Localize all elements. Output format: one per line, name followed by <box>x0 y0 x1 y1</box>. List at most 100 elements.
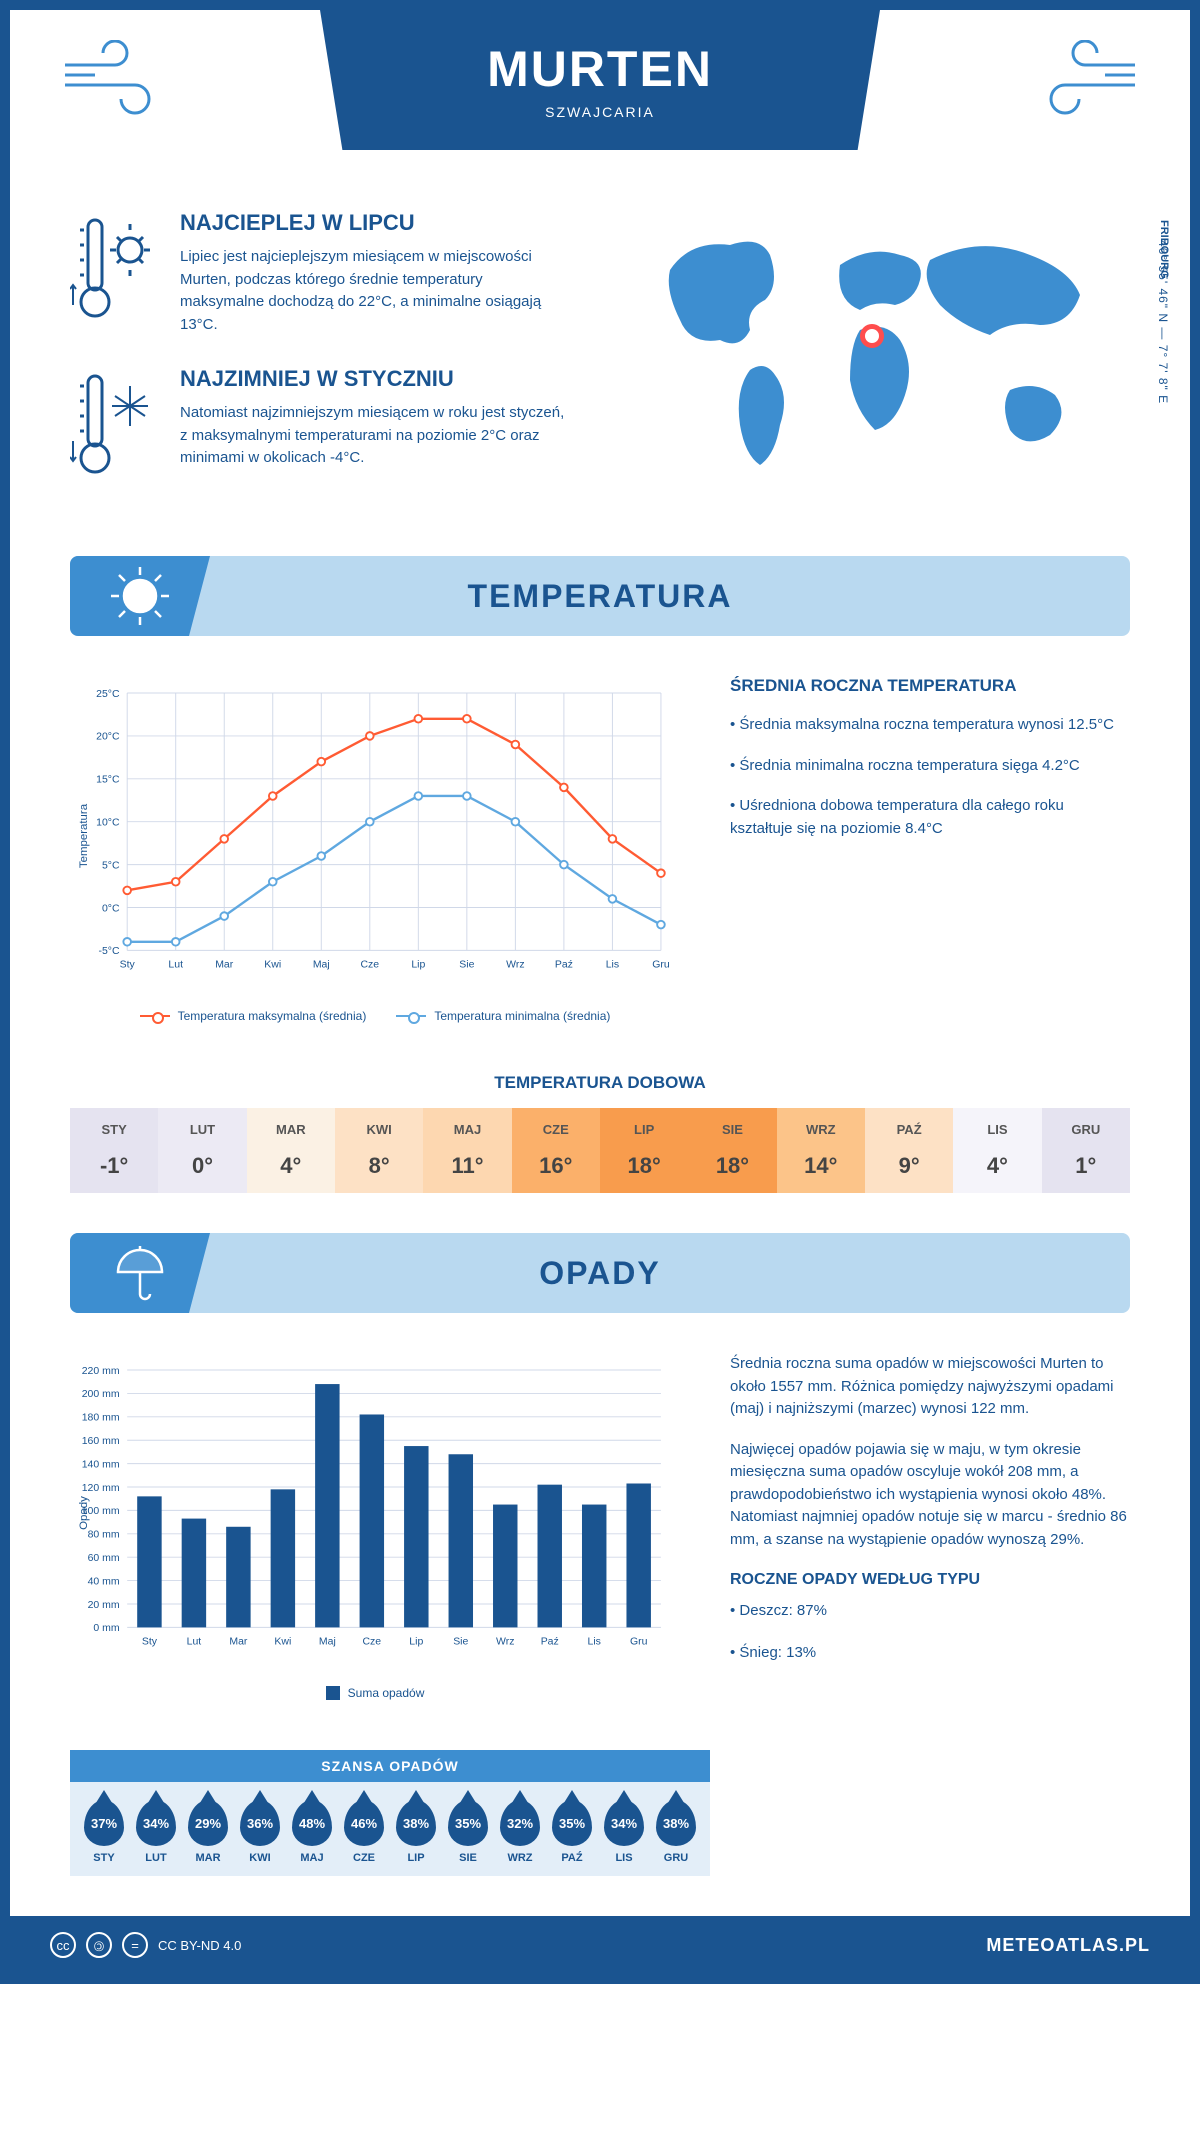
precip-type-rain: • Deszcz: 87% <box>730 1599 1130 1623</box>
svg-text:10°C: 10°C <box>96 818 120 829</box>
sun-icon <box>70 556 210 636</box>
svg-text:Mar: Mar <box>215 960 234 971</box>
map-marker-icon <box>860 324 884 348</box>
by-icon: 🄯 <box>86 1932 112 1958</box>
svg-text:80 mm: 80 mm <box>88 1530 120 1541</box>
daily-month: GRU <box>1042 1122 1130 1137</box>
daily-temp-table: STY -1° LUT 0° MAR 4° KWI 8° MAJ 11° CZE… <box>70 1108 1130 1193</box>
precip-type-snow: • Śnieg: 13% <box>730 1641 1130 1665</box>
temp-info-1: • Średnia maksymalna roczna temperatura … <box>730 714 1130 737</box>
raindrop-icon: 48% <box>292 1800 332 1846</box>
svg-text:Mar: Mar <box>229 1637 248 1648</box>
drop-month: LIP <box>390 1852 442 1864</box>
drop-cell: 35% SIE <box>442 1800 494 1864</box>
svg-text:Lut: Lut <box>168 960 183 971</box>
drop-value: 48% <box>299 1816 325 1831</box>
temp-info-3: • Uśredniona dobowa temperatura dla całe… <box>730 795 1130 840</box>
temp-info-title: ŚREDNIA ROCZNA TEMPERATURA <box>730 676 1130 696</box>
svg-text:Paź: Paź <box>555 960 573 971</box>
daily-value: 9° <box>865 1153 953 1179</box>
drop-cell: 38% GRU <box>650 1800 702 1864</box>
temperature-line-chart: -5°C0°C5°C10°C15°C20°C25°CStyLutMarKwiMa… <box>70 676 680 996</box>
daily-value: 14° <box>777 1153 865 1179</box>
svg-text:Gru: Gru <box>630 1637 648 1648</box>
chance-title: SZANSA OPADÓW <box>70 1750 710 1782</box>
svg-text:40 mm: 40 mm <box>88 1576 120 1587</box>
raindrop-icon: 46% <box>344 1800 384 1846</box>
daily-value: 0° <box>158 1153 246 1179</box>
precip-legend: Suma opadów <box>70 1686 680 1700</box>
svg-text:0 mm: 0 mm <box>93 1623 119 1634</box>
svg-text:Gru: Gru <box>652 960 670 971</box>
temperature-section-header: TEMPERATURA <box>70 556 1130 636</box>
drop-cell: 37% STY <box>78 1800 130 1864</box>
daily-cell: SIE 18° <box>688 1108 776 1193</box>
drop-value: 35% <box>455 1816 481 1831</box>
daily-value: 11° <box>423 1153 511 1179</box>
svg-text:Cze: Cze <box>363 1637 382 1648</box>
drop-month: WRZ <box>494 1852 546 1864</box>
daily-value: 16° <box>512 1153 600 1179</box>
daily-value: -1° <box>70 1153 158 1179</box>
drop-value: 36% <box>247 1816 273 1831</box>
svg-text:Kwi: Kwi <box>274 1637 291 1648</box>
legend-max: Temperatura maksymalna (średnia) <box>178 1009 367 1023</box>
daily-month: SIE <box>688 1122 776 1137</box>
svg-text:Opady: Opady <box>78 1496 90 1530</box>
svg-text:140 mm: 140 mm <box>82 1459 120 1470</box>
svg-text:Maj: Maj <box>313 960 330 971</box>
site-name: METEOATLAS.PL <box>986 1935 1150 1956</box>
svg-text:Sie: Sie <box>459 960 474 971</box>
wind-icon <box>1030 40 1140 133</box>
raindrop-icon: 34% <box>604 1800 644 1846</box>
daily-value: 18° <box>688 1153 776 1179</box>
drop-cell: 35% PAŹ <box>546 1800 598 1864</box>
daily-value: 8° <box>335 1153 423 1179</box>
daily-month: LIP <box>600 1122 688 1137</box>
daily-cell: LIS 4° <box>953 1108 1041 1193</box>
daily-temp-title: TEMPERATURA DOBOWA <box>10 1073 1190 1093</box>
daily-month: PAŹ <box>865 1122 953 1137</box>
drop-cell: 32% WRZ <box>494 1800 546 1864</box>
drop-cell: 38% LIP <box>390 1800 442 1864</box>
daily-cell: LUT 0° <box>158 1108 246 1193</box>
page-subtitle: SZWAJCARIA <box>545 104 655 120</box>
drop-month: PAŹ <box>546 1852 598 1864</box>
daily-cell: LIP 18° <box>600 1108 688 1193</box>
raindrop-icon: 37% <box>84 1800 124 1846</box>
svg-text:20 mm: 20 mm <box>88 1600 120 1611</box>
precip-section-header: OPADY <box>70 1233 1130 1313</box>
legend-precip: Suma opadów <box>348 1686 425 1700</box>
title-banner: MURTEN SZWAJCARIA <box>320 10 880 150</box>
precip-title: OPADY <box>210 1255 1130 1292</box>
daily-cell: WRZ 14° <box>777 1108 865 1193</box>
drop-month: MAJ <box>286 1852 338 1864</box>
drop-cell: 46% CZE <box>338 1800 390 1864</box>
daily-cell: STY -1° <box>70 1108 158 1193</box>
cold-title: NAJZIMNIEJ W STYCZNIU <box>180 366 570 392</box>
svg-text:Lip: Lip <box>411 960 425 971</box>
thermometer-cold-icon <box>70 366 160 486</box>
daily-month: LIS <box>953 1122 1041 1137</box>
precip-type-title: ROCZNE OPADY WEDŁUG TYPU <box>730 1571 1130 1589</box>
svg-text:0°C: 0°C <box>102 903 120 914</box>
footer: cc 🄯 = CC BY-ND 4.0 METEOATLAS.PL <box>10 1916 1190 1974</box>
drop-month: CZE <box>338 1852 390 1864</box>
thermometer-hot-icon <box>70 210 160 330</box>
drop-cell: 48% MAJ <box>286 1800 338 1864</box>
drop-month: SIE <box>442 1852 494 1864</box>
drop-value: 34% <box>611 1816 637 1831</box>
intro-section: NAJCIEPLEJ W LIPCU Lipiec jest najcieple… <box>10 190 1190 556</box>
svg-text:Sie: Sie <box>453 1637 468 1648</box>
drop-value: 32% <box>507 1816 533 1831</box>
svg-text:15°C: 15°C <box>96 775 120 786</box>
coordinates: 46° 55' 46" N — 7° 7' 8" E <box>1156 240 1170 404</box>
svg-text:Paź: Paź <box>541 1637 559 1648</box>
daily-month: CZE <box>512 1122 600 1137</box>
drop-value: 38% <box>403 1816 429 1831</box>
legend-min: Temperatura minimalna (średnia) <box>434 1009 610 1023</box>
hot-text: Lipiec jest najcieplejszym miesiącem w m… <box>180 246 570 336</box>
svg-text:25°C: 25°C <box>96 689 120 700</box>
drop-value: 35% <box>559 1816 585 1831</box>
daily-cell: CZE 16° <box>512 1108 600 1193</box>
